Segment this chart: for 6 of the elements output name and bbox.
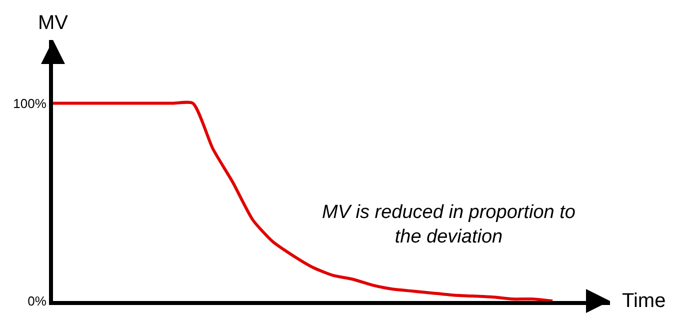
annotation: MV is reduced in proportion to the deviation xyxy=(322,202,576,248)
x-axis-title: Time xyxy=(622,290,666,312)
y-axis-title: MV xyxy=(38,12,69,34)
y-tick-label: 0% xyxy=(28,294,47,309)
y-tick-label: 100% xyxy=(13,96,47,111)
line-series xyxy=(53,100,554,301)
